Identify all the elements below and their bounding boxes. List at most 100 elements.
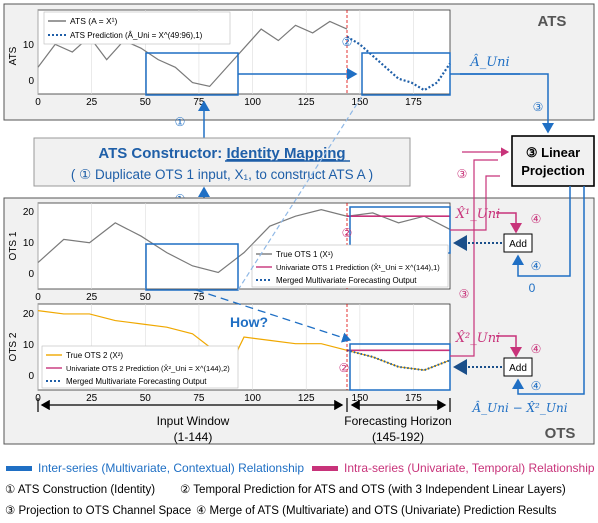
x-tick-label: 25 bbox=[86, 97, 98, 108]
x2-uni-label: X̂²_Uni bbox=[455, 330, 500, 346]
ats-ytick-0: 0 bbox=[28, 76, 34, 87]
x-tick-label: 150 bbox=[352, 393, 369, 404]
ats-legend bbox=[43, 11, 231, 45]
x1-to-add-arrow bbox=[496, 212, 522, 234]
ots1-legend-merged-label: Merged Multivariate Forecasting Output bbox=[276, 276, 417, 285]
step1-label: ① ATS Construction (Identity) bbox=[5, 484, 155, 496]
projection-label-line2: Projection bbox=[521, 163, 585, 178]
x-tick-label: 75 bbox=[193, 292, 205, 303]
horizon-range: (145-192) bbox=[372, 430, 424, 444]
ots2-legend-pred-label: Univariate OTS 2 Prediction (X̂²_Uni = X… bbox=[66, 364, 230, 373]
ots1-legend bbox=[251, 244, 449, 288]
ots1-ytick-20: 20 bbox=[23, 207, 35, 218]
marker-4a: ④ bbox=[531, 212, 542, 226]
x-tick-label: 125 bbox=[298, 393, 315, 404]
series-line-prediction bbox=[346, 35, 451, 92]
ats-marker-3: ③ bbox=[533, 100, 544, 114]
ats-legend-pred-label: ATS Prediction (Â_Uni = X^(49:96),1) bbox=[70, 31, 203, 40]
ats-panel-title: ATS bbox=[538, 13, 567, 30]
pink-path-ots2 bbox=[450, 159, 498, 357]
ats-constructor-box bbox=[33, 137, 411, 187]
pink-marker-3a: ③ bbox=[457, 167, 468, 181]
ats-legend-line-label: ATS (A = X¹) bbox=[70, 16, 117, 26]
add-box-1 bbox=[503, 233, 533, 253]
inter-series-swatch bbox=[6, 466, 32, 471]
ats-ytick-10: 10 bbox=[23, 40, 35, 51]
ots2-legend-true-label: True OTS 2 (X²) bbox=[66, 351, 123, 360]
x-tick-label: 50 bbox=[140, 393, 152, 404]
pink-path-ots1 bbox=[450, 175, 500, 231]
add-box-2 bbox=[503, 357, 533, 377]
x-tick-label: 50 bbox=[140, 97, 152, 108]
how-dashed-arrow bbox=[195, 289, 352, 343]
step3-label: ③ Projection to OTS Channel Space bbox=[5, 505, 191, 517]
ots2-ytick-0: 0 bbox=[28, 371, 34, 382]
zero-label: 0 bbox=[529, 281, 536, 295]
ots2-ylabel: OTS 2 bbox=[8, 332, 19, 361]
x-tick-label: 50 bbox=[140, 292, 152, 303]
x-tick-label: 25 bbox=[86, 393, 98, 404]
input-window-range: (1-144) bbox=[174, 430, 213, 444]
x1-uni-label: X̂¹_Uni bbox=[455, 206, 500, 222]
how-label: How? bbox=[230, 314, 268, 330]
ots1-lines bbox=[37, 208, 451, 274]
add-box-2-label: Add bbox=[509, 363, 527, 374]
x2-to-add-arrow bbox=[496, 335, 522, 358]
merged-output-line bbox=[346, 349, 451, 372]
projection-label-line1: ③ Linear bbox=[526, 145, 580, 160]
x-tick-label: 150 bbox=[352, 97, 369, 108]
inter-series-label: Inter-series (Multivariate, Contextual) … bbox=[38, 461, 304, 475]
ots1-marker-2: ② bbox=[342, 226, 353, 240]
constructor-title: ATS Constructor: Identity Mapping bbox=[98, 145, 345, 162]
ots1-input-box bbox=[145, 243, 239, 291]
ats-to-ots1-dashed-link bbox=[237, 95, 363, 291]
x-tick-label: 100 bbox=[244, 393, 261, 404]
ots2-ytick-10: 10 bbox=[23, 340, 35, 351]
ots1-legend-pred-label: Univariate OTS 1 Prediction (X̂¹_Uni = X… bbox=[276, 263, 440, 272]
ats-to-projection-arrow bbox=[450, 73, 554, 134]
projection-to-add1-arrow bbox=[512, 186, 571, 277]
x-tick-label: 175 bbox=[405, 97, 422, 108]
intra-series-swatch bbox=[312, 466, 338, 471]
x-tick-label: 125 bbox=[298, 97, 315, 108]
x-tick-label: 0 bbox=[35, 97, 41, 108]
marker-4b: ④ bbox=[531, 259, 542, 273]
x-tick-label: 75 bbox=[193, 393, 205, 404]
x-tick-label: 100 bbox=[244, 97, 261, 108]
intra-series-label: Intra-series (Univariate, Temporal) Rela… bbox=[344, 461, 595, 475]
diff-label: Â_Uni − X̂²_Uni bbox=[471, 400, 567, 415]
ats-marker-2: ② bbox=[342, 35, 353, 49]
ots2-legend bbox=[41, 345, 239, 389]
ots2-ytick-20: 20 bbox=[23, 309, 35, 320]
x-tick-label: 75 bbox=[193, 97, 205, 108]
pink-marker-3b: ③ bbox=[459, 287, 470, 301]
marker-4d: ④ bbox=[531, 379, 542, 393]
ats-output-label: Â_Uni bbox=[469, 54, 509, 70]
marker-4c: ④ bbox=[531, 342, 542, 356]
x-tick-label: 175 bbox=[405, 393, 422, 404]
ots2-marker-2: ② bbox=[339, 361, 350, 375]
constructor-title-emph: Identity Mapping bbox=[226, 145, 345, 162]
x-tick-label: 0 bbox=[35, 292, 41, 303]
ots1-xticks: 0 25 50 75 bbox=[35, 292, 205, 303]
ots-panel-title: OTS bbox=[545, 425, 576, 442]
ots1-ytick-10: 10 bbox=[23, 238, 35, 249]
constructor-marker-top: ① bbox=[175, 115, 186, 129]
ots2-legend-merged-label: Merged Multivariate Forecasting Output bbox=[66, 377, 207, 386]
ots1-ylabel: OTS 1 bbox=[8, 231, 19, 260]
linear-projection-box bbox=[511, 135, 595, 187]
input-window-label: Input Window bbox=[157, 414, 230, 428]
step4-label: ④ Merge of ATS (Multivariate) and OTS (U… bbox=[196, 505, 557, 517]
constructor-title-prefix: ATS Constructor: bbox=[98, 145, 226, 162]
projection-to-add2-arrow bbox=[512, 186, 585, 395]
constructor-subtitle: ( ① Duplicate OTS 1 input, X₁, to constr… bbox=[71, 167, 373, 182]
ots1-legend-true-label: True OTS 1 (X¹) bbox=[276, 250, 333, 259]
ots1-ytick-0: 0 bbox=[28, 269, 34, 280]
add-box-1-label: Add bbox=[509, 239, 527, 250]
step2-label: ② Temporal Prediction for ATS and OTS (w… bbox=[180, 484, 566, 496]
x-tick-label: 25 bbox=[86, 292, 98, 303]
ats-ylabel: ATS bbox=[8, 46, 19, 65]
horizon-label: Forecasting Horizon bbox=[344, 414, 451, 428]
ots2-output-box bbox=[349, 343, 451, 391]
